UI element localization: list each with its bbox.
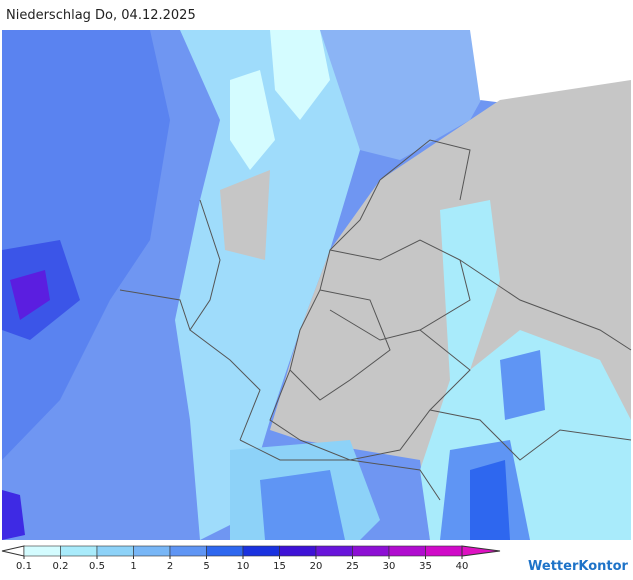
brand-logo: WetterKontor xyxy=(528,559,629,574)
legend-below-arrow xyxy=(1,545,25,557)
legend-tick-label: 20 xyxy=(310,561,323,572)
legend-swatch xyxy=(133,545,171,557)
legend-swatch xyxy=(352,545,390,557)
legend-swatch xyxy=(169,545,207,557)
legend-tick-label: 0.5 xyxy=(89,561,105,572)
map-title: Niederschlag Do, 04.12.2025 xyxy=(6,8,196,23)
legend: 0.1 0.2 0.5 1 2 5 10 15 20 25 30 35 40 xyxy=(1,545,501,572)
legend-swatch xyxy=(60,545,98,557)
legend-swatch xyxy=(96,545,134,557)
legend-swatch xyxy=(425,545,463,557)
legend-swatch xyxy=(23,545,61,557)
map xyxy=(2,30,632,540)
legend-swatch xyxy=(388,545,426,557)
legend-swatch xyxy=(206,545,244,557)
legend-swatch xyxy=(242,545,280,557)
legend-swatch xyxy=(279,545,317,557)
legend-tick-label: 35 xyxy=(419,561,432,572)
legend-tick-label: 1 xyxy=(130,561,136,572)
legend-tick-label: 0.1 xyxy=(16,561,32,572)
legend-tick-label: 2 xyxy=(167,561,173,572)
legend-tick-label: 15 xyxy=(273,561,286,572)
legend-tick-label: 40 xyxy=(456,561,469,572)
legend-tick-label: 30 xyxy=(383,561,396,572)
legend-above-arrow xyxy=(461,545,501,557)
legend-swatch xyxy=(315,545,353,557)
legend-tick-label: 5 xyxy=(203,561,209,572)
legend-tick-label: 25 xyxy=(346,561,359,572)
legend-tick-label: 0.2 xyxy=(53,561,69,572)
legend-tick-label: 10 xyxy=(237,561,250,572)
